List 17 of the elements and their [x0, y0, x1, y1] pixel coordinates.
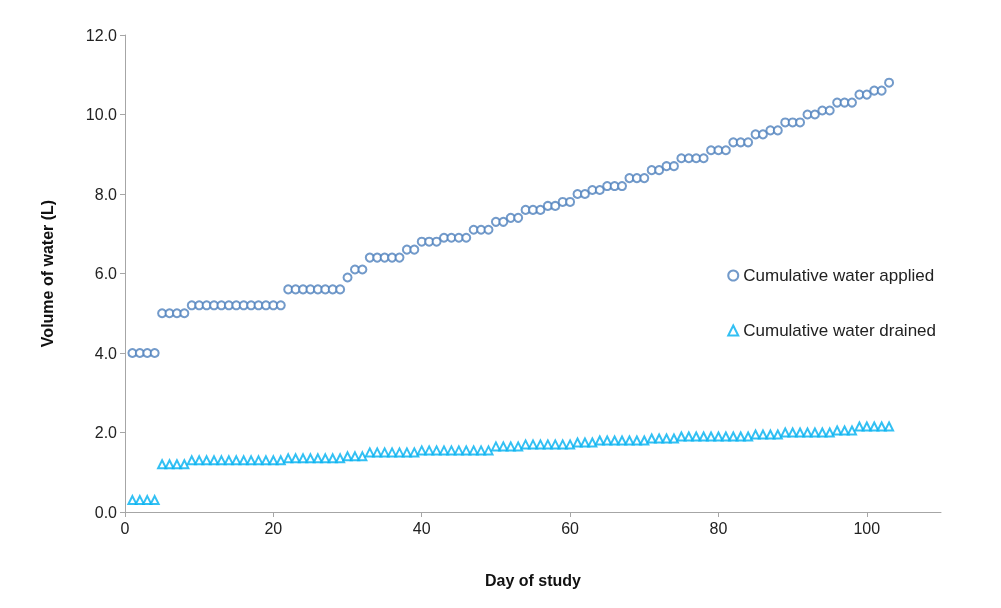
y-tick-label: 4.0: [94, 344, 118, 362]
x-tick-label: 80: [709, 519, 728, 537]
x-axis-title: Day of study: [484, 571, 582, 589]
x-tick-label: 0: [120, 519, 130, 537]
y-axis-title: Volume of water (L): [38, 199, 56, 348]
y-tick-label: 0.0: [94, 503, 118, 521]
y-tick-label: 2.0: [94, 424, 118, 441]
x-tick-label: 20: [264, 519, 283, 537]
y-tick-label: 12.0: [85, 26, 118, 44]
x-tick-label: 100: [853, 519, 881, 537]
legend-label: Cumulative water applied: [743, 266, 935, 285]
y-tick-label: 10.0: [85, 106, 118, 123]
y-tick-label: 6.0: [94, 265, 118, 282]
x-tick-label: 60: [561, 519, 580, 537]
x-tick-label: 40: [412, 519, 431, 537]
legend-label: Cumulative water drained: [743, 321, 936, 340]
y-tick-label: 8.0: [94, 185, 118, 203]
